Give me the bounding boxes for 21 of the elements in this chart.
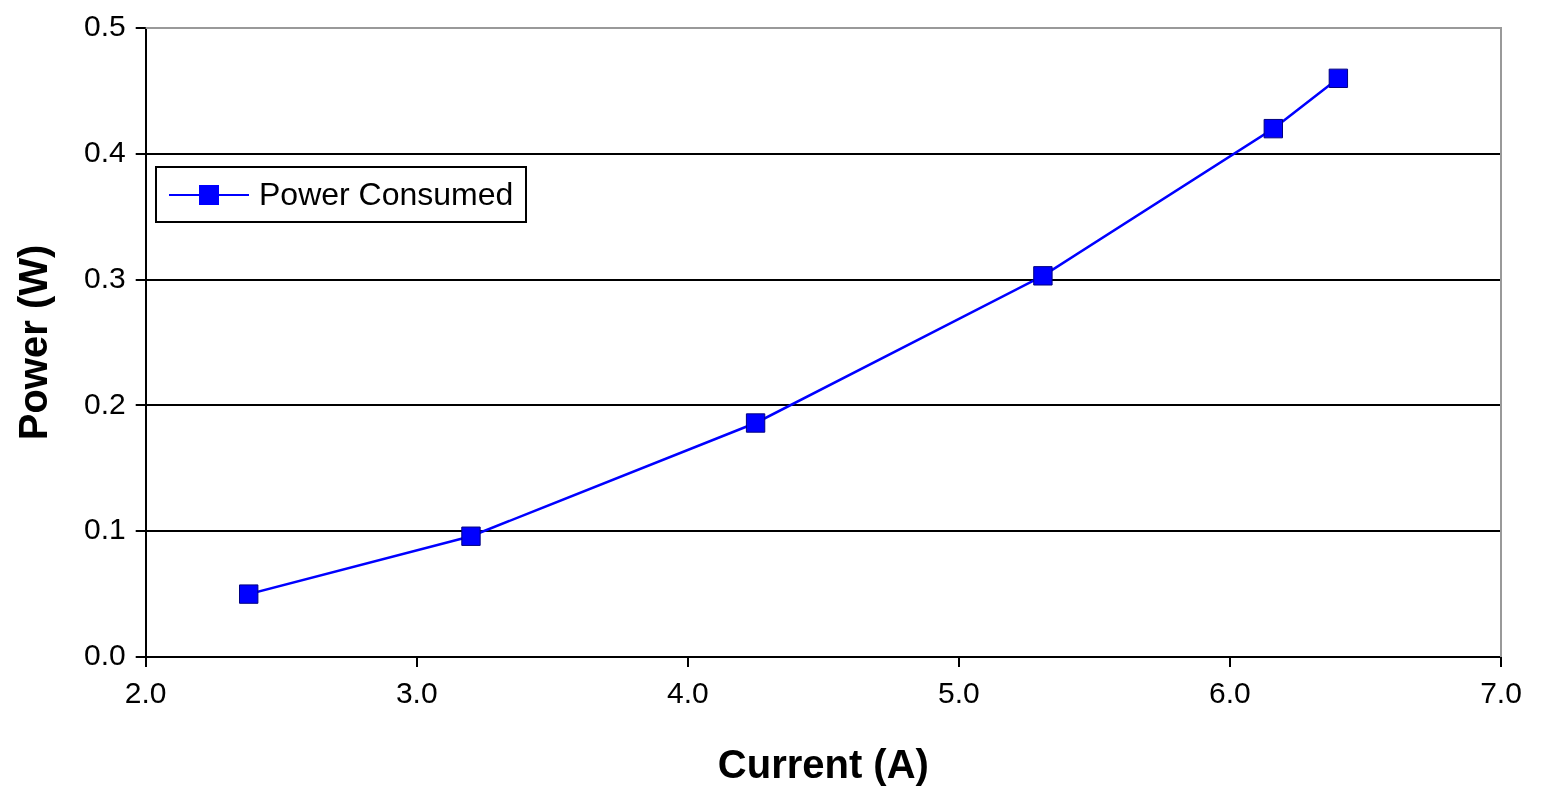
x-tick-label: 7.0 — [1480, 676, 1522, 710]
point — [1328, 68, 1349, 89]
point — [461, 526, 481, 546]
y-axis-title: Power (W) — [11, 244, 56, 441]
y-tick-label: 0.0 — [83, 638, 126, 672]
y-tick-label: 0.3 — [83, 260, 126, 294]
x-tick-label: 5.0 — [938, 676, 980, 710]
x-tick-label: 2.0 — [124, 676, 167, 710]
y-tick-label: 0.2 — [83, 386, 126, 420]
x-axis-title: Current (A) — [717, 742, 929, 787]
point — [1033, 266, 1053, 286]
x-tick-label: 3.0 — [395, 676, 438, 710]
point — [1263, 118, 1283, 139]
point — [239, 584, 259, 604]
point — [745, 413, 766, 433]
y-tick-label: 0.1 — [83, 512, 126, 546]
x-tick-label: 6.0 — [1209, 676, 1251, 710]
y-tick-label: 0.5 — [83, 9, 126, 43]
y-tick-label: 0.4 — [83, 135, 126, 169]
legend-label: Power Consumed — [259, 176, 514, 213]
x-tick-label: 4.0 — [666, 676, 709, 710]
